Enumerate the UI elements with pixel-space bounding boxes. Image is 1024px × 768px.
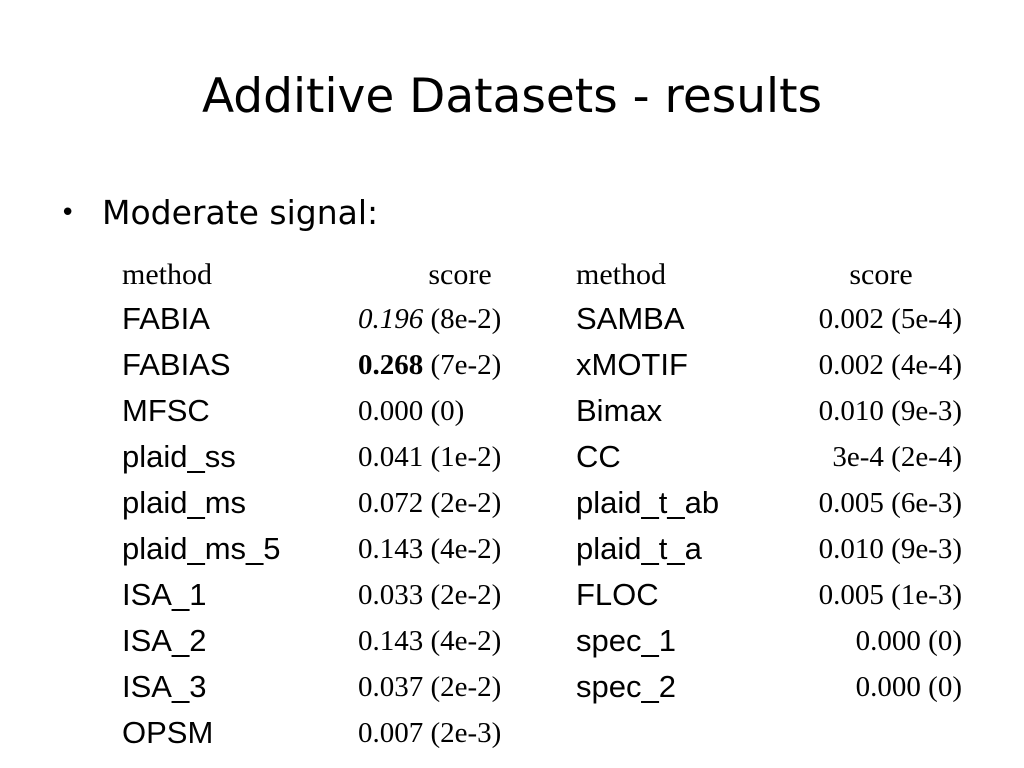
table-header-row: method score method score	[116, 254, 976, 296]
score-error: (4e-2)	[430, 532, 502, 565]
score-value: 0.000	[358, 394, 424, 427]
score-value: 0.143	[358, 532, 424, 565]
method-name-right: Bimax	[576, 393, 663, 428]
score-right: 0.002 (5e-4)	[786, 296, 976, 342]
score-error: (0)	[430, 394, 465, 427]
header-score-left: score	[428, 258, 492, 291]
table-row: plaid_ms 0.072 (2e-2) plaid_t_ab 0.005 (6e-…	[116, 480, 976, 526]
score-value: 0.072	[358, 486, 424, 519]
method-name-left: MFSC	[122, 393, 210, 428]
method-name-right: spec_1	[576, 623, 676, 658]
score-error: (9e-3)	[891, 532, 962, 565]
score-error: (4e-4)	[891, 348, 962, 381]
method-name-right: SAMBA	[576, 301, 685, 336]
score-error: (1e-2)	[430, 440, 502, 473]
score-right: 0.010 (9e-3)	[786, 526, 976, 572]
table-row: plaid_ss 0.041 (1e-2) CC 3e-4 (2e-4)	[116, 434, 976, 480]
header-method-left: method	[122, 258, 212, 291]
header-score-right: score	[849, 258, 913, 291]
score-value: 0.000	[855, 670, 921, 703]
score-value: 0.002	[818, 302, 884, 335]
score-value: 0.002	[818, 348, 884, 381]
score-error: (8e-2)	[430, 302, 502, 335]
score-value: 0.010	[818, 394, 884, 427]
score-error: (0)	[928, 624, 962, 657]
bullet-text: Moderate signal:	[102, 193, 379, 232]
method-name-left: plaid_ms	[122, 485, 247, 520]
method-name-left: ISA_3	[122, 669, 207, 704]
score-left: 0.000 (0)	[350, 388, 570, 434]
bullet-dot-icon: •	[60, 198, 76, 228]
score-error: (1e-3)	[891, 578, 962, 611]
method-name-right: spec_2	[576, 669, 676, 704]
score-error: (9e-3)	[891, 394, 962, 427]
score-value: 3e-4	[832, 440, 884, 473]
table-row: FABIAS 0.268 (7e-2) xMOTIF 0.002 (4e-4)	[116, 342, 976, 388]
table-row: plaid_ms_5 0.143 (4e-2) plaid_t_a 0.010 (9e…	[116, 526, 976, 572]
score-value: 0.000	[855, 624, 921, 657]
method-name-left: FABIA	[122, 301, 210, 336]
score-error: (6e-3)	[891, 486, 962, 519]
header-method-right: method	[576, 258, 666, 291]
score-value: 0.268	[358, 348, 424, 381]
bullet-item: • Moderate signal:	[60, 190, 378, 236]
score-left: 0.143 (4e-2)	[350, 618, 570, 664]
score-error: (2e-2)	[430, 486, 502, 519]
score-error: (5e-4)	[891, 302, 962, 335]
score-left: 0.268 (7e-2)	[350, 342, 570, 388]
score-left: 0.037 (2e-2)	[350, 664, 570, 710]
method-name-right: plaid_t_ab	[576, 485, 720, 520]
score-right: 0.005 (1e-3)	[786, 572, 976, 618]
score-value: 0.037	[358, 670, 424, 703]
score-left: 0.072 (2e-2)	[350, 480, 570, 526]
method-name-left: plaid_ss	[122, 439, 236, 474]
slide-title: Additive Datasets - results	[201, 69, 823, 124]
table-row: FABIA 0.196 (8e-2) SAMBA 0.002 (5e-4)	[116, 296, 976, 342]
score-right: 0.000 (0)	[786, 664, 976, 710]
method-name-right: plaid_t_a	[576, 531, 702, 566]
table-row: MFSC 0.000 (0) Bimax 0.010 (9e-3)	[116, 388, 976, 434]
score-right: 0.005 (6e-3)	[786, 480, 976, 526]
score-error: (2e-4)	[891, 440, 962, 473]
score-value: 0.033	[358, 578, 424, 611]
score-value: 0.196	[358, 302, 424, 335]
score-value: 0.007	[358, 716, 424, 749]
score-left: 0.007 (2e-3)	[350, 710, 570, 756]
score-error: (2e-2)	[430, 670, 502, 703]
score-value: 0.010	[818, 532, 884, 565]
score-right	[786, 710, 976, 756]
table-row: ISA_3 0.037 (2e-2) spec_2 0.000 (0)	[116, 664, 976, 710]
method-name-right: FLOC	[576, 577, 659, 612]
table-row: ISA_1 0.033 (2e-2) FLOC 0.005 (1e-3)	[116, 572, 976, 618]
score-left: 0.041 (1e-2)	[350, 434, 570, 480]
method-name-left: ISA_2	[122, 623, 207, 658]
method-name-left: plaid_ms_5	[122, 531, 281, 566]
score-left: 0.196 (8e-2)	[350, 296, 570, 342]
score-right: 0.002 (4e-4)	[786, 342, 976, 388]
score-value: 0.005	[818, 578, 884, 611]
score-error: (7e-2)	[430, 348, 502, 381]
score-right: 0.010 (9e-3)	[786, 388, 976, 434]
method-name-right	[570, 710, 786, 756]
results-table: method score method score FABIA 0.196 (8e…	[116, 254, 976, 756]
method-name-left: OPSM	[122, 715, 214, 750]
score-value: 0.143	[358, 624, 424, 657]
table-body: FABIA 0.196 (8e-2) SAMBA 0.002 (5e-4) FABIAS…	[116, 296, 976, 756]
score-right: 0.000 (0)	[786, 618, 976, 664]
score-left: 0.033 (2e-2)	[350, 572, 570, 618]
table-row: ISA_2 0.143 (4e-2) spec_1 0.000 (0)	[116, 618, 976, 664]
score-value: 0.005	[818, 486, 884, 519]
score-error: (0)	[928, 670, 962, 703]
score-error: (2e-3)	[430, 716, 502, 749]
method-name-right: CC	[576, 439, 621, 474]
score-error: (4e-2)	[430, 624, 502, 657]
score-right: 3e-4 (2e-4)	[786, 434, 976, 480]
method-name-left: ISA_1	[122, 577, 207, 612]
table-row: OPSM 0.007 (2e-3)	[116, 710, 976, 756]
score-value: 0.041	[358, 440, 424, 473]
method-name-left: FABIAS	[122, 347, 231, 382]
score-error: (2e-2)	[430, 578, 502, 611]
method-name-right: xMOTIF	[576, 347, 688, 382]
score-left: 0.143 (4e-2)	[350, 526, 570, 572]
